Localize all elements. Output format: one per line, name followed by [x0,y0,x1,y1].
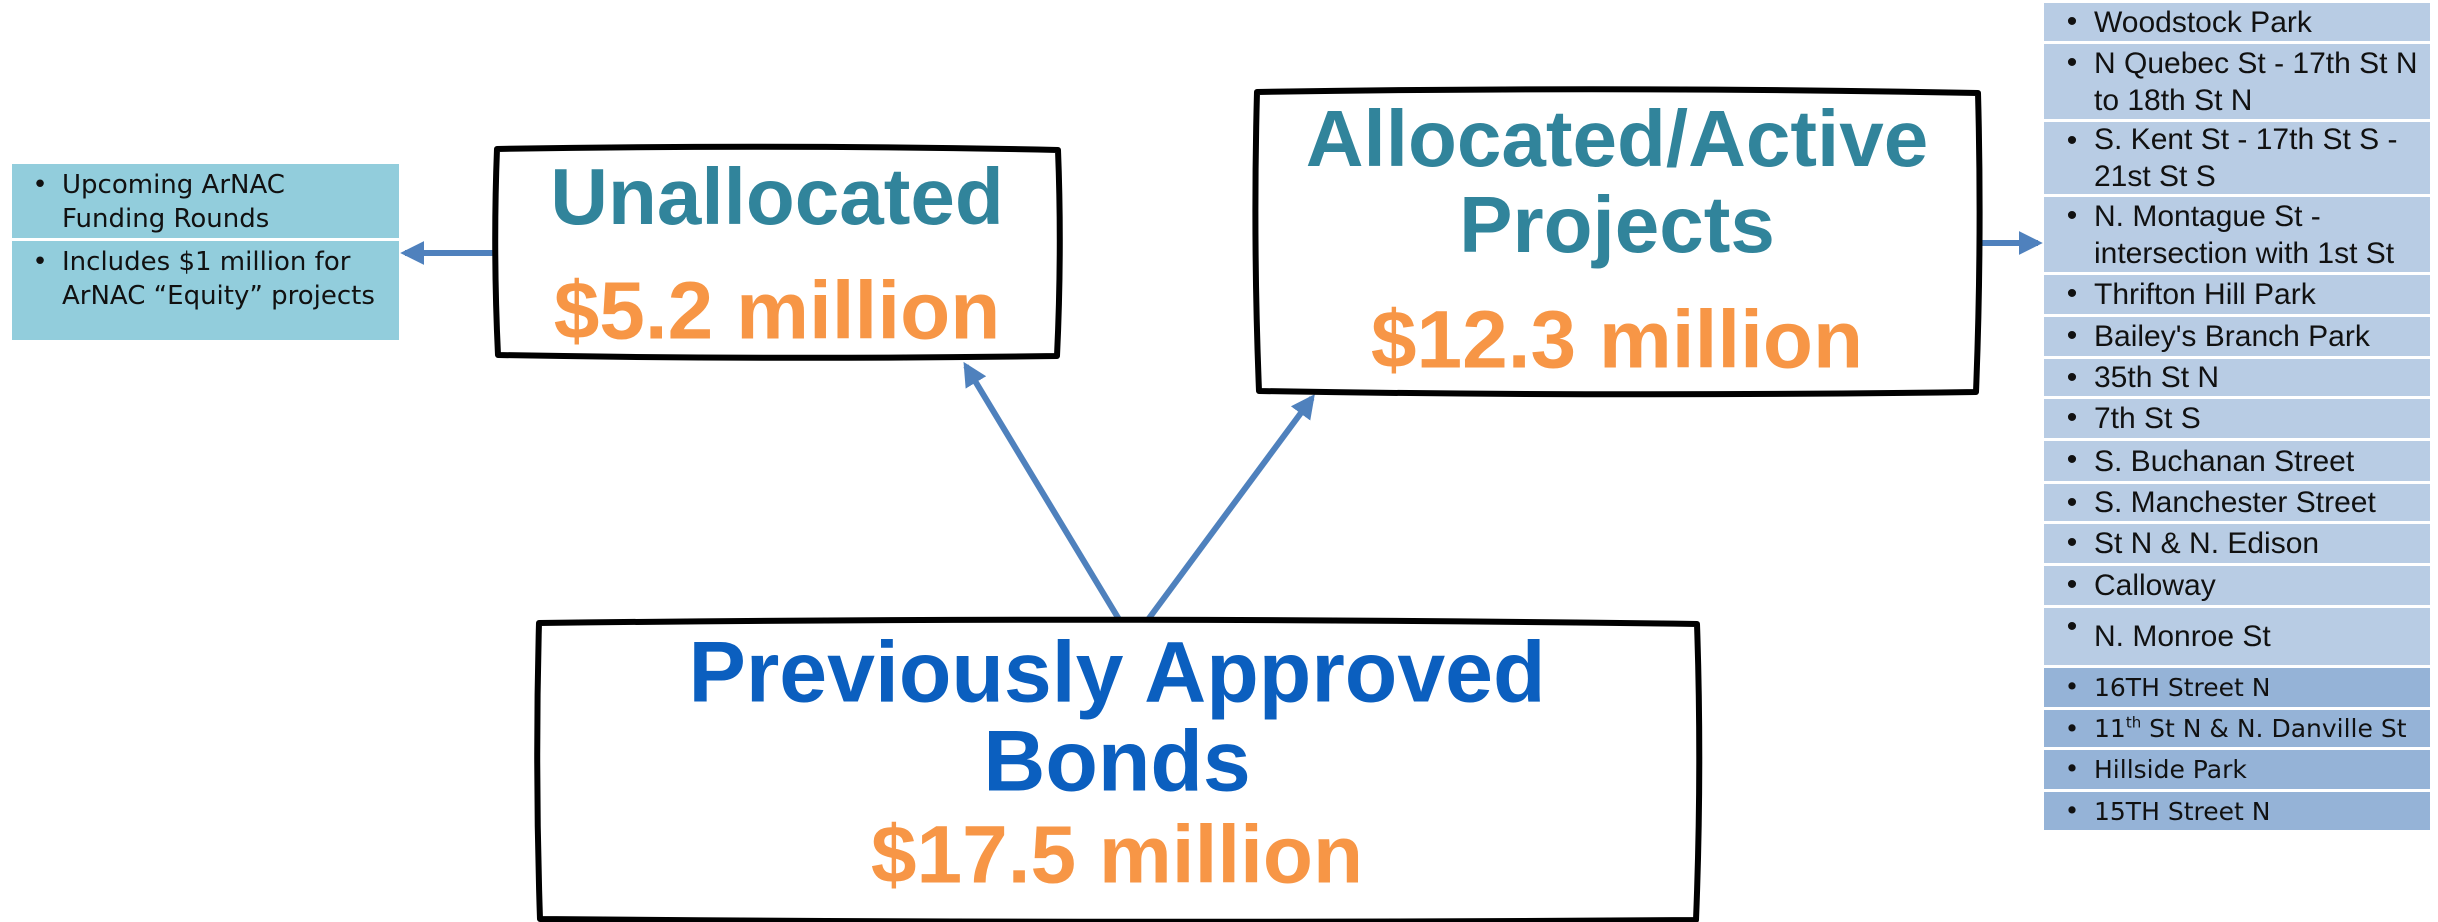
project-item: 7th St S [2044,399,2430,441]
item-text: Woodstock Park [2094,5,2312,39]
item-text: St N & N. Danville St [2141,714,2407,743]
project-item: S. Kent St - 17th St S - 21st St S [2044,122,2430,197]
project-item: Woodstock Park [2044,3,2430,44]
unallocated-amount: $5.2 million [554,266,1001,357]
item-text: N Quebec St - 17th St N to 18th St N [2094,46,2418,117]
item-text: 7th St S [2094,402,2201,435]
project-item: 11th St N & N. Danville St [2044,710,2430,750]
project-item: St N & N. Edison [2044,524,2430,566]
item-text: Includes $1 million for ArNAC “Equity” p… [62,247,375,311]
item-text: N. Montague St - intersection with 1st S… [2094,199,2395,270]
item-text: 15TH Street N [2094,796,2271,826]
project-item: 16TH Street N [2044,668,2430,710]
project-item: 35th St N [2044,359,2430,399]
project-item: Bailey's Branch Park [2044,317,2430,359]
item-text: Upcoming ArNAC Funding Rounds [62,170,285,234]
project-item: Calloway [2044,566,2430,608]
item-text: 35th St N [2094,361,2220,394]
note-item: Includes $1 million for ArNAC “Equity” p… [12,241,399,343]
project-item: Hillside Park [2044,750,2430,792]
allocated-amount: $12.3 million [1371,295,1863,386]
item-text: Bailey's Branch Park [2094,320,2370,353]
unallocated-box [492,143,1063,361]
project-item: N. Montague St - intersection with 1st S… [2044,197,2430,275]
item-text: S. Manchester Street [2094,486,2376,519]
note-item: Upcoming ArNAC Funding Rounds [12,164,399,241]
allocated-title: Projects [1459,180,1775,269]
arrows [400,231,2043,623]
unallocated-title: Unallocated [550,152,1003,241]
project-item: N. Monroe St [2044,608,2430,668]
item-text: St N & N. Edison [2094,527,2320,560]
project-item: S. Buchanan Street [2044,441,2430,484]
project-item: N Quebec St - 17th St N to 18th St N [2044,44,2430,122]
allocated-title: Allocated/Active [1306,94,1928,183]
arrow [963,361,1123,623]
approved-title: Previously Approved [688,625,1545,721]
item-text: 16TH Street N [2094,673,2271,702]
item-text: Thrifton Hill Park [2094,278,2316,311]
project-item: Thrifton Hill Park [2044,275,2430,317]
item-text: Calloway [2094,569,2216,602]
item-text: N. Monroe St [2094,620,2271,653]
approved-amount: $17.5 million [871,810,1363,901]
item-text: Hillside Park [2094,755,2247,784]
project-item: 15TH Street N [2044,792,2430,833]
approved-box [534,616,1703,922]
approved-title: Bonds [983,714,1251,810]
arrow [1144,394,1315,623]
boxes [492,86,1983,922]
item-text: S. Buchanan Street [2094,444,2355,478]
item-text: 11 [2094,714,2126,743]
project-item: S. Manchester Street [2044,484,2430,524]
item-text: th [2125,713,2142,732]
allocated-box [1252,86,1983,398]
item-text: S. Kent St - 17th St S - 21st St S [2094,123,2398,193]
